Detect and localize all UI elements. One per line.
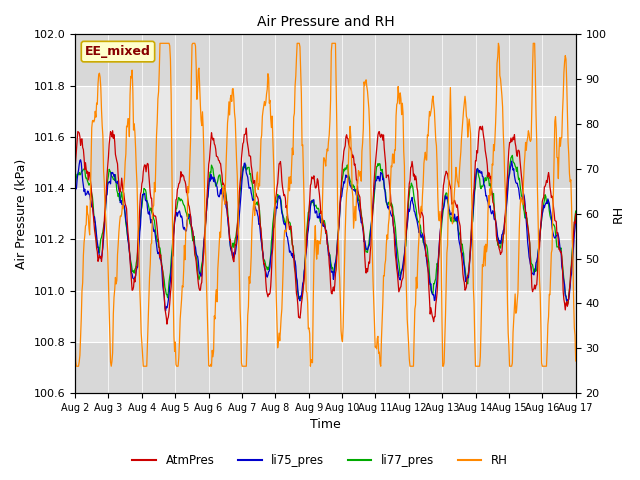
Bar [75,35,576,85]
Text: EE_mixed: EE_mixed [85,45,151,58]
Title: Air Pressure and RH: Air Pressure and RH [257,15,394,29]
Bar [75,85,576,137]
Bar [75,290,576,342]
Legend: AtmPres, li75_pres, li77_pres, RH: AtmPres, li75_pres, li77_pres, RH [128,449,512,472]
Bar [75,342,576,393]
Bar [75,188,576,240]
Y-axis label: RH: RH [612,204,625,223]
Bar [75,137,576,188]
X-axis label: Time: Time [310,419,340,432]
Bar [75,240,576,290]
Y-axis label: Air Pressure (kPa): Air Pressure (kPa) [15,158,28,269]
